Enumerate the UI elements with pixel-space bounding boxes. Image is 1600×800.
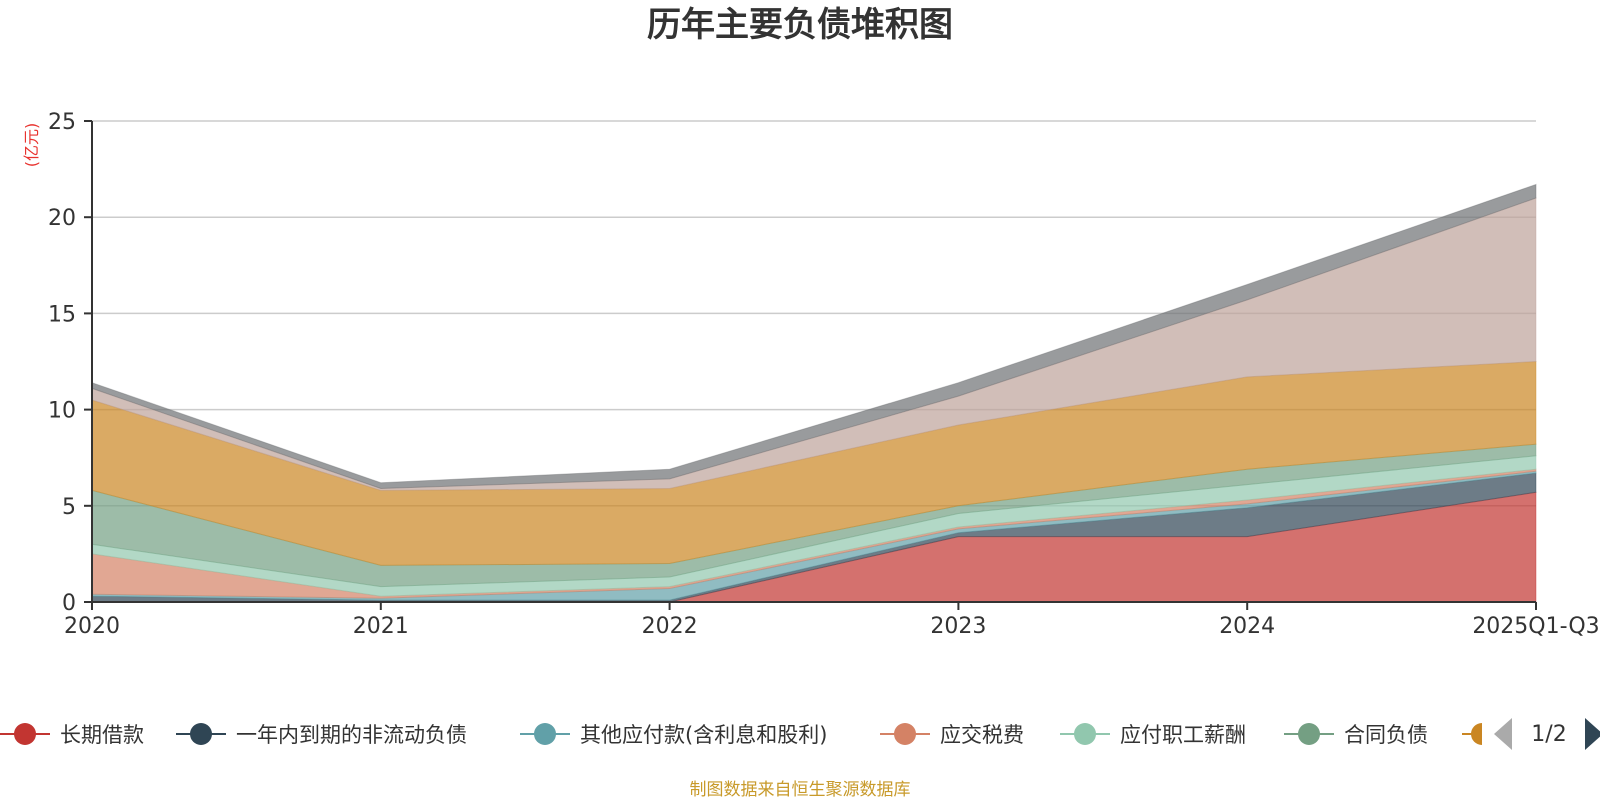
legend-page-indicator: 1/2 — [1531, 722, 1566, 747]
legend-prev-page-icon[interactable] — [1494, 718, 1512, 750]
y-tick-label: 5 — [62, 495, 76, 520]
y-tick-label: 25 — [48, 110, 76, 135]
y-tick-label: 0 — [62, 591, 76, 616]
legend-marker — [894, 723, 916, 745]
legend-label: 应付职工薪酬 — [1120, 723, 1246, 747]
y-axis-unit: (亿元) — [22, 123, 41, 168]
legend-pager: 1/2 — [1494, 718, 1600, 750]
x-tick-label: 2024 — [1219, 614, 1275, 639]
legend-marker — [1298, 723, 1320, 745]
data-source-footer: 制图数据来自恒生聚源数据库 — [690, 780, 911, 800]
y-tick-label: 15 — [48, 302, 76, 327]
legend-label: 长期借款 — [60, 723, 144, 747]
legend-marker — [534, 723, 556, 745]
legend-label: 应交税费 — [940, 723, 1024, 747]
x-tick-label: 2023 — [930, 614, 986, 639]
legend-item-3[interactable]: 应交税费 — [880, 723, 1024, 747]
x-tick-label: 2022 — [642, 614, 698, 639]
x-tick-label: 2021 — [353, 614, 409, 639]
legend-label: 合同负债 — [1344, 723, 1428, 747]
x-tick-label: 2020 — [64, 614, 120, 639]
legend-label: 其他应付款(含利息和股利) — [580, 723, 827, 747]
y-tick-label: 20 — [48, 206, 76, 231]
legend-item-1[interactable]: 一年内到期的非流动负债 — [176, 723, 467, 747]
legend-item-2[interactable]: 其他应付款(含利息和股利) — [520, 723, 827, 747]
y-tick-labels: 0 5 10 15 20 25 — [48, 110, 92, 616]
legend-item-0[interactable]: 长期借款 — [0, 723, 144, 747]
legend-marker-partial — [1471, 723, 1482, 745]
legend-label: 一年内到期的非流动负债 — [236, 723, 467, 747]
x-tick-label: 2025Q1-Q3 — [1472, 614, 1599, 639]
legend: 长期借款 一年内到期的非流动负债 其他应付款(含利息和股利) 应交税费 应付职工薪酬 合同… — [0, 723, 1482, 747]
legend-item-5[interactable]: 合同负债 — [1284, 723, 1428, 747]
legend-marker — [190, 723, 212, 745]
y-tick-label: 10 — [48, 399, 76, 424]
legend-marker — [14, 723, 36, 745]
chart-title: 历年主要负债堆积图 — [647, 5, 953, 45]
legend-item-4[interactable]: 应付职工薪酬 — [1060, 723, 1246, 747]
x-tick-labels: 2020 2021 2022 2023 2024 2025Q1-Q3 — [64, 602, 1600, 639]
area-series-8 — [91, 183, 1537, 490]
axes — [91, 121, 1536, 603]
legend-next-page-icon[interactable] — [1585, 718, 1600, 750]
legend-marker — [1074, 723, 1096, 745]
stacked-areas — [91, 183, 1537, 603]
